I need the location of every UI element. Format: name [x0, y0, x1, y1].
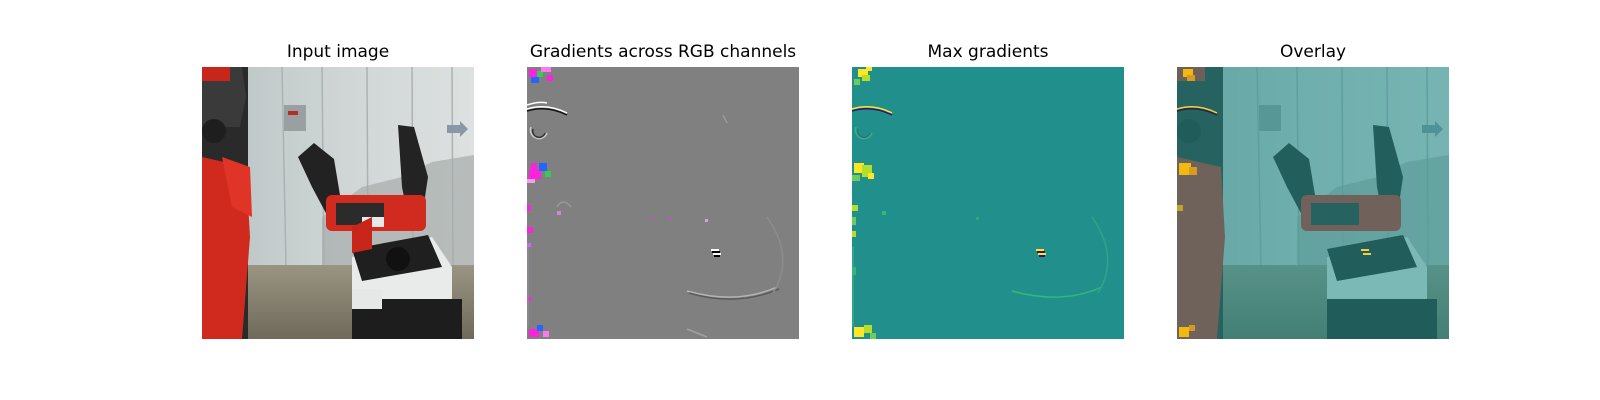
rgb-gradient-image — [527, 67, 799, 339]
panel-title: Gradients across RGB channels — [529, 42, 797, 62]
panel-title: Overlay — [1279, 42, 1347, 62]
max-gradient-heatmap — [852, 67, 1124, 339]
overlay-image — [1177, 67, 1449, 339]
input-image — [202, 67, 474, 339]
panel-rgb-gradients: Gradients across RGB channels — [527, 0, 799, 340]
panel-overlay: Overlay — [1177, 0, 1449, 340]
panel-input-image: Input image — [202, 0, 474, 340]
panel-max-gradients: Max gradients — [852, 0, 1124, 340]
panel-title: Input image — [286, 42, 390, 62]
panel-title: Max gradients — [927, 42, 1049, 62]
